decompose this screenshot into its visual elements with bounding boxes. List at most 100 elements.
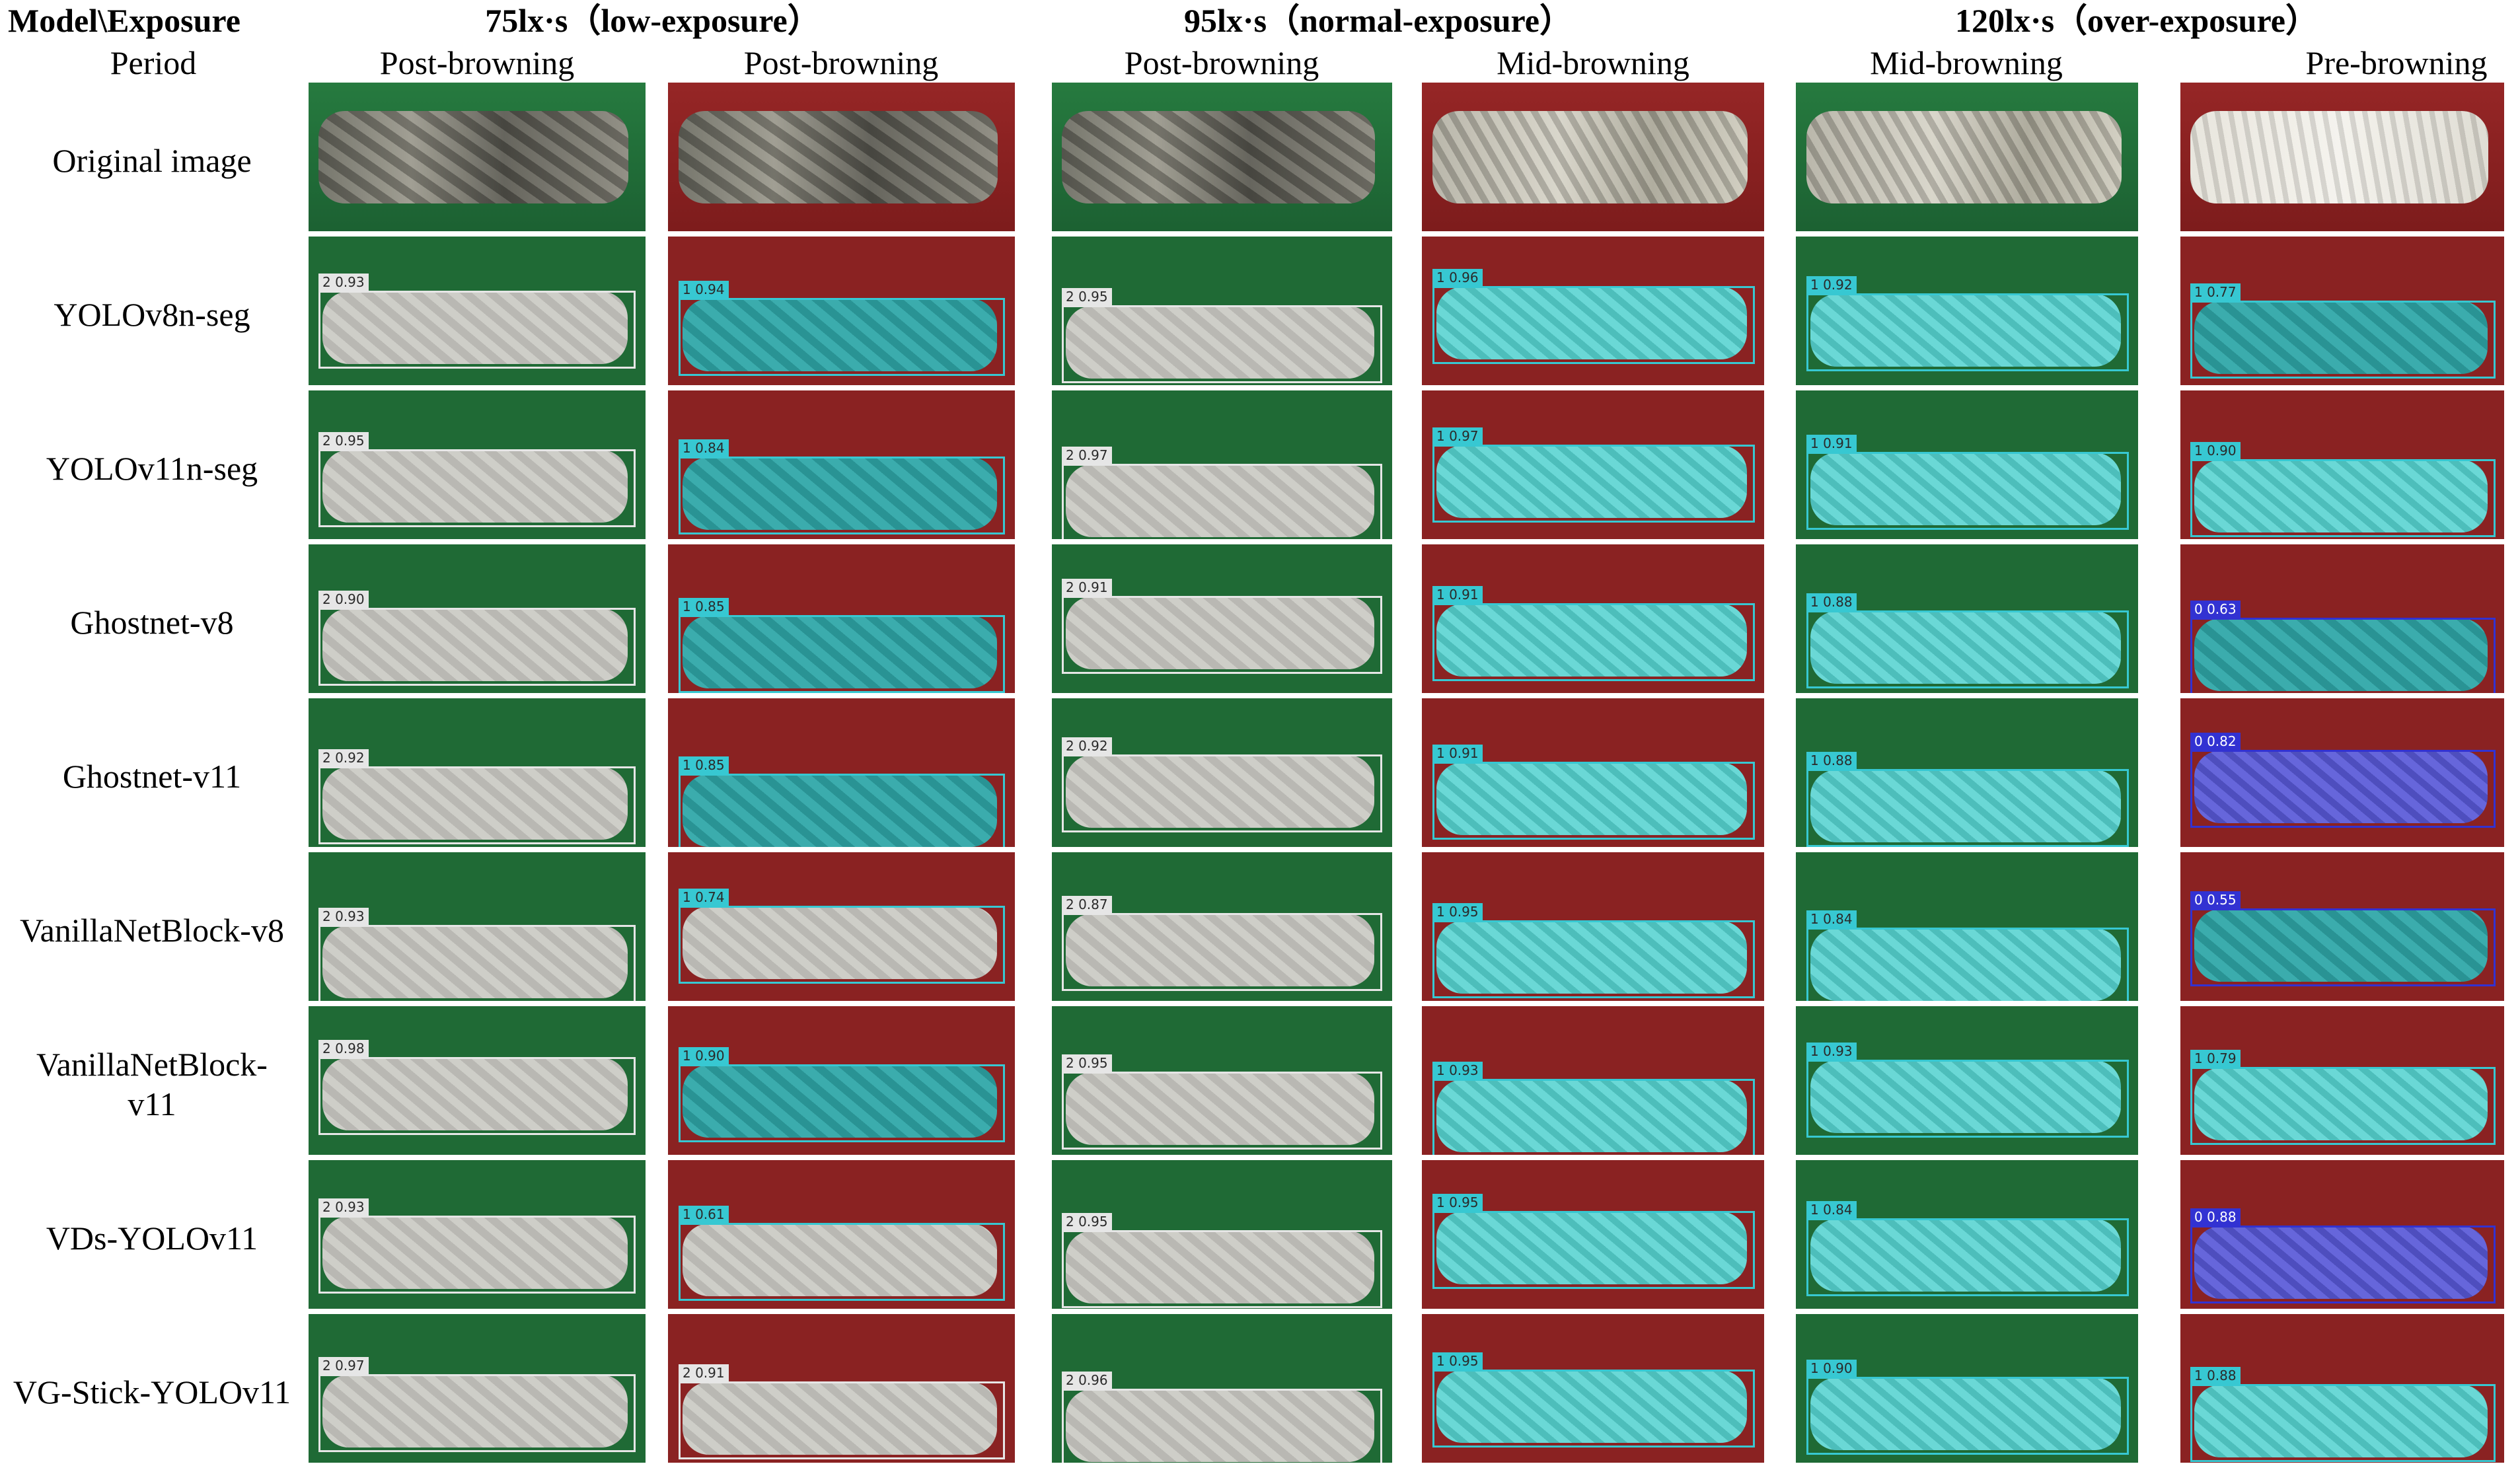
segmentation-result-cell: 0 0.63 (2180, 544, 2504, 693)
segmentation-result-cell: 1 0.90 (668, 1006, 1015, 1155)
detection-label: 1 0.92 (1806, 276, 1857, 293)
segmentation-mask (1810, 1060, 2121, 1133)
row-label-original-image: Original image (52, 142, 252, 179)
stick-image (2190, 110, 2488, 203)
bounding-box (2190, 301, 2496, 379)
bounding-box (1432, 920, 1755, 998)
stick-image (1806, 110, 2122, 203)
segmentation-result-cell: 2 0.97 (309, 1314, 646, 1463)
detection-label: 2 0.93 (318, 274, 369, 291)
exposure-header-normal: 95lx·s（normal-exposure） (1184, 2, 1573, 39)
row-label-yolov8n-seg: YOLOv8n-seg (54, 296, 250, 333)
segmentation-mask (2194, 1226, 2488, 1299)
detection-label: 1 0.88 (1806, 593, 1857, 610)
bounding-box (318, 1374, 636, 1452)
segmentation-result-cell: 1 0.85 (668, 544, 1015, 693)
original-image-cell (309, 83, 646, 231)
bounding-box (318, 291, 636, 369)
period-label: Period (110, 44, 197, 81)
segmentation-mask (1810, 294, 2121, 367)
stick-image (318, 110, 628, 203)
segmentation-result-cell: 1 0.77 (2180, 237, 2504, 385)
bounding-box (1432, 445, 1755, 523)
segmentation-result-cell: 1 0.92 (1796, 237, 2138, 385)
detection-label: 1 0.90 (1806, 1360, 1857, 1377)
bounding-box (1432, 1079, 1755, 1155)
segmentation-mask (2194, 909, 2488, 982)
segmentation-mask (322, 1216, 628, 1289)
exposure-header-over: 120lx·s（over-exposure） (1955, 2, 2318, 39)
detection-label: 2 0.97 (1062, 447, 1112, 464)
detection-label: 2 0.95 (1062, 288, 1112, 305)
segmentation-mask (1810, 611, 2121, 684)
bounding-box (2190, 459, 2496, 537)
segmentation-mask (1066, 1389, 1374, 1462)
bounding-box (2190, 1226, 2496, 1303)
bounding-box (1062, 754, 1382, 832)
segmentation-result-cell: 1 0.74 (668, 852, 1015, 1001)
bounding-box (318, 925, 636, 1001)
period-header: Post-browning (1124, 44, 1319, 81)
segmentation-result-cell: 1 0.93 (1422, 1006, 1764, 1155)
segmentation-mask (1436, 921, 1747, 994)
detection-label: 0 0.82 (2190, 733, 2241, 750)
detection-label: 1 0.90 (2190, 442, 2241, 459)
detection-label: 1 0.77 (2190, 283, 2241, 301)
segmentation-result-cell: 2 0.87 (1052, 852, 1392, 1001)
segmentation-mask (322, 1375, 628, 1448)
bounding-box (679, 906, 1005, 984)
bounding-box (679, 1381, 1005, 1459)
detection-label: 2 0.96 (1062, 1372, 1112, 1389)
bounding-box (1432, 1370, 1755, 1448)
detection-label: 2 0.93 (318, 1198, 369, 1216)
bounding-box (318, 1216, 636, 1294)
row-label-ghostnet-v11: Ghostnet-v11 (62, 758, 242, 795)
row-label-ghostnet-v8: Ghostnet-v8 (70, 604, 234, 641)
segmentation-result-cell: 2 0.93 (309, 1160, 646, 1309)
bounding-box (1432, 286, 1755, 364)
segmentation-mask (1436, 1212, 1747, 1284)
detection-label: 1 0.84 (1806, 910, 1857, 928)
segmentation-mask (1066, 597, 1374, 669)
segmentation-mask (683, 299, 997, 371)
segmentation-result-cell: 2 0.91 (1052, 544, 1392, 693)
segmentation-mask (1810, 928, 2121, 1001)
segmentation-mask (322, 450, 628, 523)
segmentation-result-cell: 1 0.93 (1796, 1006, 2138, 1155)
segmentation-result-cell: 2 0.91 (668, 1314, 1015, 1463)
original-image-cell (668, 83, 1015, 231)
row-label-vg-stick-yolov11: VG-Stick-YOLOv11 (13, 1374, 291, 1411)
detection-label: 1 0.84 (1806, 1201, 1857, 1218)
bounding-box (679, 615, 1005, 693)
detection-label: 2 0.93 (318, 908, 369, 925)
detection-label: 2 0.90 (318, 591, 369, 608)
segmentation-mask (322, 926, 628, 998)
segmentation-result-cell: 2 0.93 (309, 237, 646, 385)
original-image-cell (1052, 83, 1392, 231)
bounding-box (1806, 1060, 2129, 1138)
bounding-box (2190, 908, 2496, 986)
segmentation-mask (683, 774, 997, 847)
detection-label: 1 0.96 (1432, 269, 1483, 286)
original-image-cell (2180, 83, 2504, 231)
detection-label: 0 0.88 (2190, 1208, 2241, 1226)
segmentation-mask (2194, 301, 2488, 374)
segmentation-result-cell: 2 0.93 (309, 852, 646, 1001)
segmentation-mask (2194, 1385, 2488, 1457)
segmentation-result-cell: 1 0.88 (1796, 544, 2138, 693)
segmentation-result-cell: 1 0.96 (1422, 237, 1764, 385)
original-image-cell (1422, 83, 1764, 231)
detection-label: 1 0.91 (1806, 435, 1857, 452)
segmentation-mask (1436, 287, 1747, 359)
detection-label: 1 0.95 (1432, 903, 1483, 920)
segmentation-mask (1066, 306, 1374, 379)
bounding-box (1806, 769, 2129, 847)
segmentation-result-cell: 2 0.96 (1052, 1314, 1392, 1463)
segmentation-result-cell: 2 0.95 (1052, 1006, 1392, 1155)
bounding-box (318, 1057, 636, 1135)
bounding-box (1806, 1218, 2129, 1296)
segmentation-result-cell: 1 0.88 (1796, 698, 2138, 847)
detection-label: 2 0.87 (1062, 896, 1112, 913)
segmentation-mask (322, 1058, 628, 1130)
detection-label: 2 0.92 (1062, 737, 1112, 754)
